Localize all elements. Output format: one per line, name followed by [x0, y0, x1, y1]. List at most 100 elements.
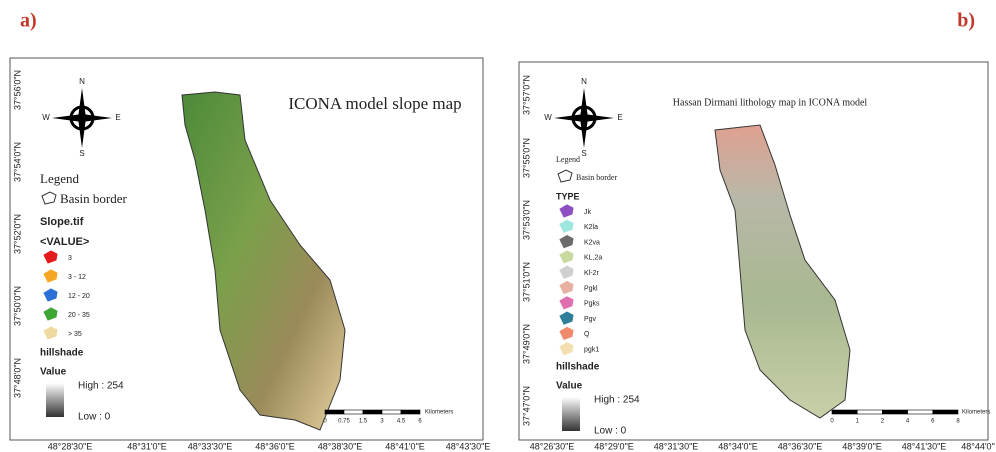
- scale-unit: Kilometers: [962, 410, 990, 416]
- lat-label: 37°53'0"N: [521, 200, 531, 240]
- lat-label: 37°49'0"N: [521, 324, 531, 364]
- scale-tick: 1.5: [359, 419, 368, 425]
- legend-swatch: [560, 205, 573, 217]
- legend-entry: 3 - 12: [68, 274, 86, 281]
- lon-label: 48°38'30"E: [318, 441, 363, 451]
- legend-swatch: [44, 327, 57, 339]
- legend-entry: pgk1: [584, 347, 599, 354]
- legend-swatch: [560, 297, 573, 309]
- compass-label: W: [42, 113, 50, 122]
- lat-label: 37°52'0"N: [12, 214, 22, 254]
- lon-label: 48°36'30"E: [778, 441, 823, 451]
- legend-entry: Basin border: [60, 191, 127, 206]
- scale-tick: 3: [380, 419, 384, 425]
- lat-label: 37°48'0"N: [12, 358, 22, 398]
- lat-label: 37°55'0"N: [521, 138, 531, 178]
- layer-subtitle: <VALUE>: [40, 236, 89, 248]
- legend-title: Legend: [40, 171, 79, 186]
- figure: a)ICONA model slope mapNSEWLegendBasin b…: [0, 0, 996, 452]
- scale-tick: 1: [856, 419, 860, 425]
- lat-label: 37°51'0"N: [521, 262, 531, 302]
- compass-label: N: [79, 77, 85, 86]
- scale-bar: [933, 410, 958, 414]
- legend-entry: Low : 0: [594, 426, 627, 437]
- legend-entry: KL,2a: [584, 255, 602, 262]
- lat-label: 37°50'0"N: [12, 286, 22, 326]
- lat-label: 37°57'0"N: [521, 75, 531, 115]
- lon-label: 48°31'0"E: [127, 441, 167, 451]
- compass-label: N: [581, 77, 587, 86]
- scale-bar: [908, 410, 933, 414]
- legend-swatch: [44, 270, 57, 282]
- legend-entry: High : 254: [594, 395, 640, 406]
- layer-title: TYPE: [556, 191, 580, 201]
- scale-bar: [882, 410, 907, 414]
- legend-entry: 12 - 20: [68, 293, 90, 300]
- compass-label: S: [79, 149, 84, 158]
- legend-entry: Basin border: [576, 173, 617, 182]
- legend-swatch: [560, 343, 573, 355]
- compass: [554, 88, 614, 148]
- layer-title: Slope.tif: [40, 216, 84, 228]
- compass-label: W: [544, 113, 552, 122]
- basin-map: [715, 125, 850, 418]
- lat-label: 37°56'0"N: [12, 70, 22, 110]
- scale-tick: 8: [956, 419, 960, 425]
- legend-swatch: [560, 266, 573, 278]
- scale-bar: [344, 410, 363, 414]
- legend-entry: Kl-2r: [584, 270, 599, 277]
- legend-entry: 20 - 35: [68, 312, 90, 319]
- legend-entry: Low : 0: [78, 412, 111, 423]
- basin-map: [182, 92, 345, 430]
- legend-title: Value: [40, 367, 67, 378]
- compass-label: E: [617, 113, 622, 122]
- scale-tick: 4: [906, 419, 910, 425]
- legend-entry: Jk: [584, 209, 592, 216]
- compass-label: E: [115, 113, 120, 122]
- legend-swatch: [44, 251, 57, 263]
- lon-label: 48°36'0"E: [255, 441, 295, 451]
- scale-bar: [382, 410, 401, 414]
- legend-entry: K2la: [584, 224, 598, 231]
- legend-entry: 3: [68, 255, 72, 262]
- legend-swatch: [560, 282, 573, 294]
- legend-swatch: [560, 220, 573, 232]
- scale-bar: [857, 410, 882, 414]
- scale-unit: Kilometers: [425, 410, 453, 416]
- legend-entry: Pgkl: [584, 285, 598, 292]
- lon-label: 48°29'0"E: [594, 441, 634, 451]
- compass: [52, 88, 112, 148]
- hillshade-ramp: [562, 397, 580, 431]
- lon-label: 48°33'30"E: [188, 441, 233, 451]
- lat-label: 37°54'0"N: [12, 142, 22, 182]
- scale-tick: 0.75: [338, 419, 350, 425]
- scale-bar: [363, 410, 382, 414]
- legend-swatch: [560, 251, 573, 263]
- scale-tick: 2: [881, 419, 885, 425]
- legend-swatch: [560, 312, 573, 324]
- scale-tick: 4.5: [397, 419, 406, 425]
- basin-icon: [42, 192, 56, 204]
- scale-tick: 0: [830, 419, 834, 425]
- basin-icon: [558, 170, 572, 182]
- legend-swatch: [44, 289, 57, 301]
- lon-label: 48°41'0"E: [385, 441, 425, 451]
- lon-label: 48°28'30"E: [48, 441, 93, 451]
- lat-label: 37°47'0"N: [521, 386, 531, 426]
- lon-label: 48°41'30"E: [902, 441, 947, 451]
- scale-tick: 6: [931, 419, 935, 425]
- lon-label: 48°43'30"E: [446, 441, 491, 451]
- legend-title: hillshade: [40, 348, 84, 359]
- legend-title: hillshade: [556, 362, 600, 373]
- scale-bar: [832, 410, 857, 414]
- map-title: Hassan Dirmani lithology map in ICONA mo…: [673, 97, 868, 108]
- hillshade-ramp: [46, 383, 64, 417]
- scale-tick: 6: [418, 419, 422, 425]
- lon-label: 48°26'30"E: [530, 441, 575, 451]
- lon-label: 48°31'30"E: [654, 441, 699, 451]
- legend-entry: High : 254: [78, 381, 124, 392]
- legend-swatch: [560, 236, 573, 248]
- scale-tick: 0: [323, 419, 327, 425]
- legend-title: Legend: [556, 155, 580, 164]
- lon-label: 48°34'0"E: [718, 441, 758, 451]
